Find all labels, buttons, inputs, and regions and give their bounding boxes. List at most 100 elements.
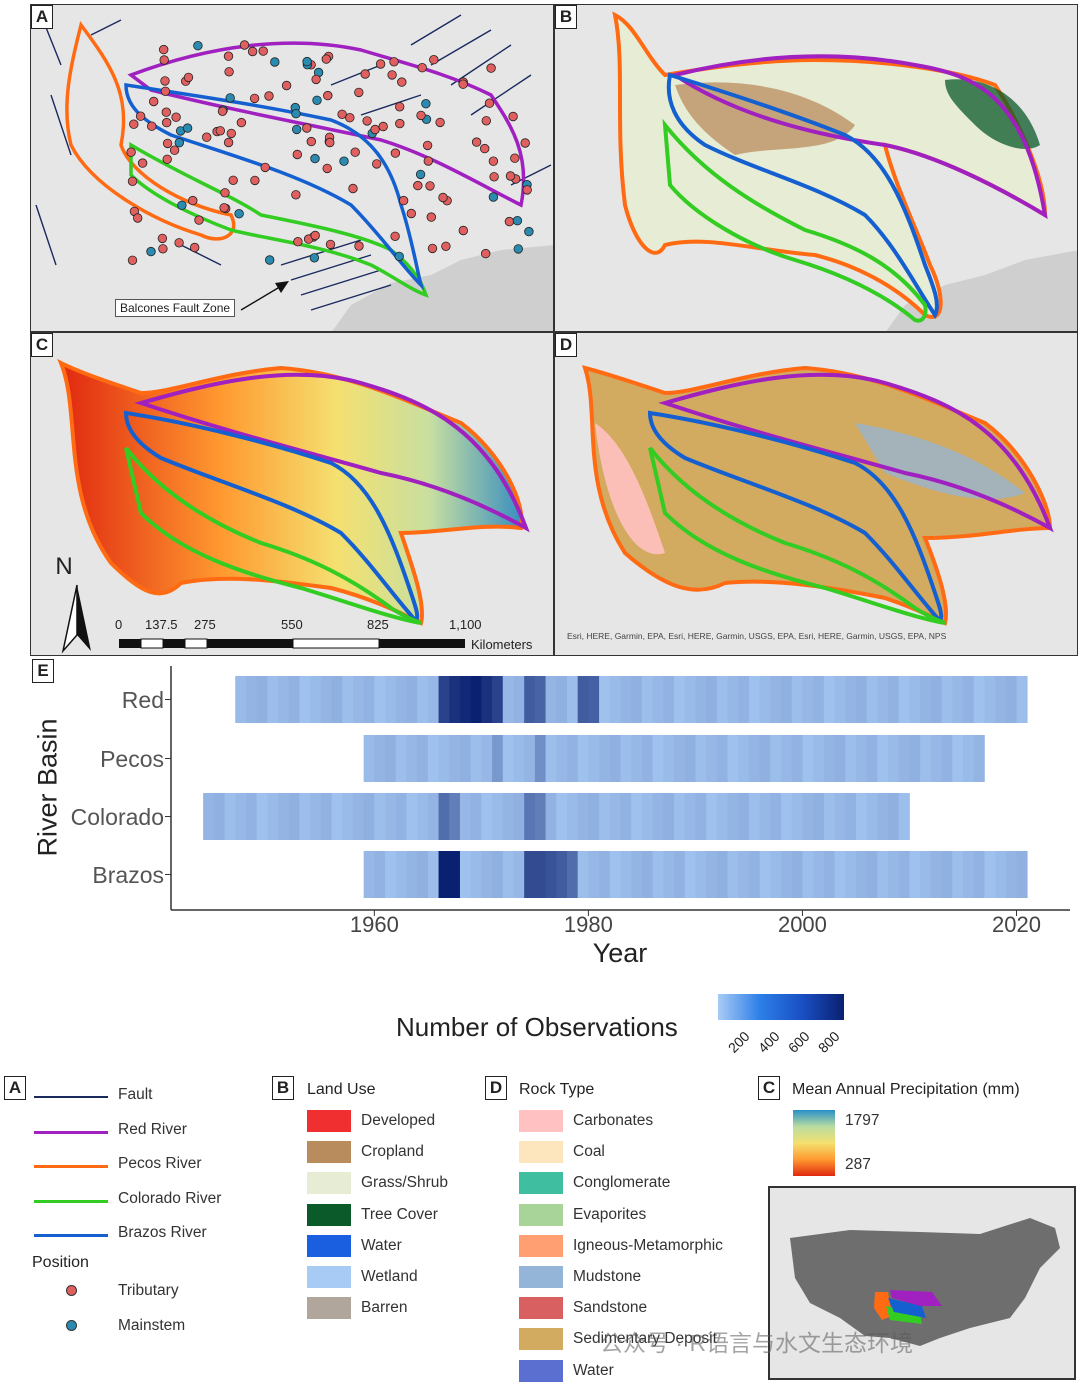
- legend-swatch-label: Conglomerate: [573, 1174, 671, 1192]
- heatmap-cell: [395, 793, 407, 840]
- heatmap-cell: [823, 735, 835, 782]
- observation-point: [397, 77, 407, 87]
- heatmap-cell: [470, 735, 482, 782]
- north-label: N: [55, 553, 73, 580]
- heatmap-cell: [823, 851, 835, 898]
- observation-point: [362, 116, 372, 126]
- heatmap-cell: [706, 676, 718, 723]
- heatmap-cell: [577, 851, 589, 898]
- observation-point: [394, 251, 404, 262]
- observation-point: [160, 86, 171, 97]
- legend-color-swatch: [519, 1141, 563, 1164]
- legend-line-label: Colorado River: [118, 1189, 222, 1207]
- observation-point: [370, 124, 380, 135]
- panel-a-label: A: [31, 5, 53, 29]
- observation-point: [438, 192, 448, 203]
- heatmap-cell: [834, 851, 846, 898]
- observation-point: [132, 213, 143, 223]
- panel-a-map: [35, 14, 553, 331]
- observation-point: [126, 147, 136, 157]
- heatmap-cell: [438, 676, 450, 723]
- heatmap-cell: [684, 735, 696, 782]
- heatmap-cell: [684, 851, 696, 898]
- heatmap-cell: [845, 851, 857, 898]
- heatmap-cell: [834, 735, 846, 782]
- heatmap-cell: [770, 793, 782, 840]
- observation-point: [378, 121, 388, 132]
- x-tick-label: 1980: [563, 912, 613, 937]
- observation-point: [421, 98, 431, 109]
- heatmap-cell: [695, 851, 707, 898]
- heatmap-cell: [609, 676, 621, 723]
- heatmap-cell: [995, 851, 1007, 898]
- observation-point: [322, 163, 332, 174]
- observation-point: [174, 137, 185, 148]
- observation-point: [488, 156, 499, 166]
- heatmap-cell: [952, 676, 964, 723]
- heatmap-cell: [352, 676, 365, 723]
- heatmap-cell: [973, 676, 985, 723]
- heatmap-cell: [716, 851, 728, 898]
- legend-swatch-label: Coal: [573, 1143, 605, 1161]
- row-label-colorado: Colorado: [70, 804, 164, 830]
- observation-point: [441, 241, 451, 252]
- legend-d-title: Rock Type: [519, 1081, 595, 1098]
- heatmap-cell: [791, 793, 803, 840]
- heatmap-cell: [513, 735, 525, 782]
- heatmap-cell: [609, 851, 621, 898]
- heatmap-cell: [288, 793, 300, 840]
- heatmap-cell: [449, 735, 461, 782]
- legend-swatch-label: Water: [361, 1236, 402, 1254]
- heatmap-cell: [492, 793, 504, 840]
- heatmap-cell: [920, 676, 932, 723]
- heatmap-cell: [310, 676, 322, 723]
- legend-line-swatch: [34, 1165, 108, 1168]
- heatmap-cell: [577, 735, 589, 782]
- heatmap-cell: [492, 676, 504, 723]
- observation-point: [427, 243, 438, 254]
- heatmap-cell: [641, 676, 653, 723]
- observation-point: [188, 195, 198, 206]
- heatmap-cell: [909, 735, 921, 782]
- heatmap-cell: [706, 851, 718, 898]
- heatmap-cell: [781, 676, 793, 723]
- panel-c-map: [57, 358, 530, 654]
- panel-b-label: B: [555, 5, 577, 29]
- north-arrow-right-half: [77, 585, 91, 651]
- observation-point: [389, 57, 399, 67]
- heatmap-cell: [759, 735, 771, 782]
- heatmap-cell: [952, 735, 964, 782]
- heatmap-cell: [791, 676, 803, 723]
- precipitation-max: 1797: [845, 1112, 880, 1129]
- heatmap-cell: [502, 676, 514, 723]
- legend-line-swatch: [34, 1199, 108, 1203]
- heatmap-cell: [363, 851, 375, 898]
- heatmap-cell: [566, 793, 579, 840]
- scale-unit-label: Kilometers: [471, 637, 533, 652]
- heatmap-cell: [866, 851, 878, 898]
- observation-point: [360, 69, 370, 79]
- heatmap-cell: [588, 851, 600, 898]
- scale-bar: [119, 638, 465, 649]
- heatmap-cell: [524, 793, 536, 840]
- heatmap-cell: [920, 851, 932, 898]
- legend-swatch-label: Mudstone: [573, 1268, 642, 1285]
- heatmap-cell: [920, 735, 932, 782]
- heatmap-cell: [941, 735, 953, 782]
- observation-point: [354, 241, 364, 251]
- heatmap-cell: [995, 676, 1007, 723]
- panel-b-map: [612, 11, 1077, 331]
- heatmap-cell: [459, 676, 472, 723]
- observation-point: [129, 119, 139, 129]
- observation-point: [504, 216, 515, 227]
- heatmap-cell: [770, 851, 782, 898]
- observation-point: [425, 181, 435, 191]
- legend-line-swatch: [34, 1130, 108, 1134]
- observation-point: [417, 63, 427, 73]
- heatmap-cell: [652, 851, 664, 898]
- brazos-river-boundary: [666, 72, 939, 319]
- heatmap-cell: [1016, 851, 1028, 898]
- north-arrow-left-half: [61, 584, 78, 654]
- observation-point: [223, 137, 234, 148]
- basin-fill: [57, 358, 524, 626]
